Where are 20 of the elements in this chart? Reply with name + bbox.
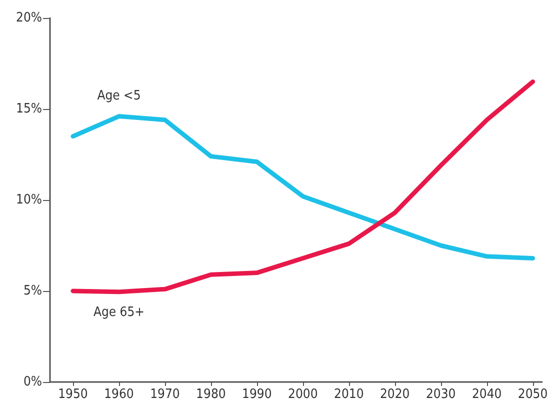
- x-tick-label: 1970: [150, 387, 180, 402]
- x-tick-label: 1960: [104, 387, 134, 402]
- x-tick-label: 2050: [518, 387, 548, 402]
- y-tick-label: 0%: [23, 374, 42, 390]
- x-tick-label: 2040: [472, 387, 502, 402]
- series-label: Age 65+: [93, 304, 144, 320]
- x-tick-label: 1990: [242, 387, 272, 402]
- line-series: [70, 79, 536, 294]
- x-tick-label: 2020: [380, 387, 410, 402]
- x-tick-label: 1980: [196, 387, 226, 402]
- y-tick-label: 10%: [16, 192, 42, 208]
- x-tick-label: 2000: [288, 387, 318, 402]
- x-tick-label: 2010: [334, 387, 364, 402]
- line-series: [70, 114, 536, 260]
- y-tick-label: 5%: [23, 284, 42, 298]
- series-label: Age <5: [97, 88, 141, 104]
- x-tick-label: 2030: [426, 387, 456, 402]
- y-tick-label: 20%: [16, 10, 42, 26]
- x-tick-label: 1950: [58, 387, 88, 402]
- y-tick-label: 15%: [16, 102, 42, 116]
